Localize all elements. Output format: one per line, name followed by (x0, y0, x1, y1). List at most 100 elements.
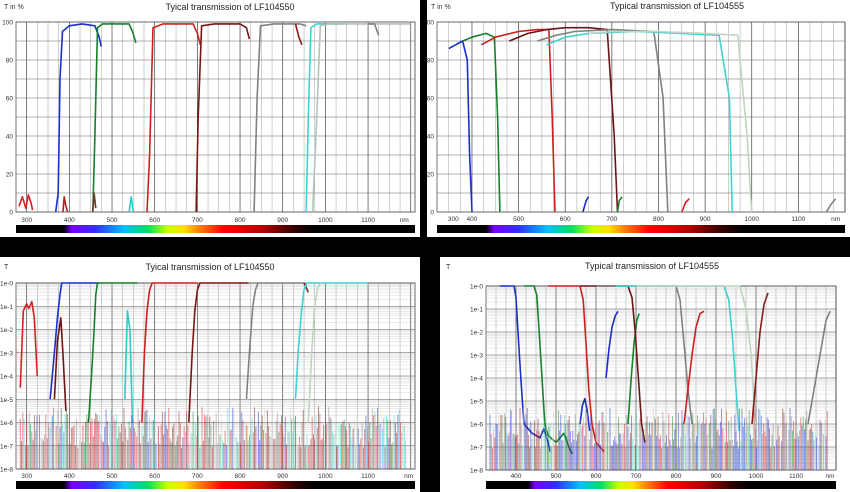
spectrum-bar (437, 225, 845, 233)
x-tick-label: 600 (149, 217, 160, 224)
series-line-10 (636, 285, 756, 425)
x-tick-label: 400 (511, 473, 522, 480)
series-line-12 (368, 23, 380, 36)
y-tick-label: 60 (6, 96, 14, 103)
y-tick-label: 80 (6, 58, 14, 65)
noise-floor (489, 407, 828, 470)
y-tick-label: 1e-1 (0, 304, 13, 311)
y-tick-label: 1e-4 (0, 374, 13, 381)
x-tick-label: 300 (21, 217, 32, 224)
series-line-1 (49, 282, 100, 400)
series-line-6 (188, 282, 249, 423)
x-tick-label: 900 (277, 217, 288, 224)
x-tick-label: 800 (235, 473, 246, 480)
y-tick-label: 100 (2, 20, 13, 27)
y-axis-label: T (4, 264, 9, 271)
y-tick-label: 20 (427, 172, 434, 179)
series-line-0 (448, 40, 473, 213)
chart-panel-top-right: Typical transmission of LF104555 T in % 0 2… (427, 0, 850, 237)
x-tick-label: 1100 (789, 473, 803, 480)
y-tick-label: 1e-0 (0, 281, 13, 288)
y-tick-label: 1e-4 (470, 376, 483, 383)
y-tick-label: 60 (427, 96, 434, 103)
chart-panel-bottom-right: Typical transmission of LF104555 T 1e-8 1e-… (440, 257, 850, 492)
y-tick-label: 20 (6, 172, 14, 179)
series-line-2 (87, 282, 138, 423)
x-tick-label: nm (404, 473, 413, 480)
series-line-10 (825, 198, 837, 213)
series-line-11 (751, 292, 769, 425)
x-tick-label: 800 (671, 473, 682, 480)
x-tick-label: 700 (631, 473, 642, 480)
x-tick-label: 900 (277, 473, 288, 480)
x-tick-label: 1100 (361, 217, 375, 224)
x-tick-label: 500 (107, 473, 118, 480)
x-tick-label: 500 (551, 473, 562, 480)
chart-lf104550-linear: Tyical transmission of LF104550 T in % 0 20… (2, 2, 416, 233)
x-tick-label: nm (831, 216, 840, 223)
spectrum-bar (16, 225, 415, 233)
series-line-3 (605, 310, 619, 379)
y-tick-label: 1e-3 (470, 353, 483, 360)
y-axis-label: T (446, 264, 451, 271)
grid (15, 282, 415, 470)
y-axis-label: T in % (431, 4, 451, 11)
y-tick-label: 0 (9, 210, 13, 217)
y-tick-label: 1e-8 (470, 468, 483, 475)
grid (15, 21, 415, 213)
y-tick-label: 1e-2 (0, 327, 13, 334)
chart-title: Typical transmission of LF104555 (585, 261, 719, 271)
y-tick-label: 1e-5 (0, 397, 13, 404)
x-tick-label: 1100 (791, 216, 805, 223)
spectrum-bar (486, 481, 836, 489)
x-tick-label: nm (400, 217, 409, 224)
y-axis-label: T in % (4, 4, 24, 11)
series-line-2 (480, 28, 556, 213)
x-tick-label: 1000 (745, 216, 760, 223)
series-line-3 (53, 317, 67, 411)
x-tick-label: 800 (653, 216, 664, 223)
y-tick-label: 40 (427, 134, 434, 141)
y-tick-label: 1e-2 (470, 330, 483, 337)
series-line-5 (627, 313, 640, 425)
series-line-4 (92, 192, 97, 213)
y-tick-label: 1e-6 (0, 420, 13, 427)
series-line-6 (588, 30, 753, 213)
y-tick-label: 1e-3 (0, 350, 13, 357)
series-line-9 (294, 23, 303, 46)
x-tick-label: 300 (21, 473, 32, 480)
y-tick-label: 80 (427, 58, 434, 65)
series-line-5 (128, 196, 135, 213)
series-line-6 (146, 23, 202, 213)
chart-panel-top-left: Tyical transmission of LF104550 T in % 0 20… (0, 0, 420, 237)
y-tick-label: 1e-0 (470, 284, 483, 291)
x-tick-label: 900 (700, 216, 711, 223)
y-tick-label: 1e-7 (470, 445, 483, 452)
series-line-0 (500, 285, 551, 452)
x-tick-label: 1000 (749, 473, 764, 480)
series-line-0 (18, 194, 34, 211)
y-tick-label: 40 (6, 134, 14, 141)
x-tick-label: 500 (107, 217, 118, 224)
spectrum-bar (16, 481, 415, 489)
y-tick-label: 1e-7 (0, 443, 13, 450)
series-line-8 (616, 196, 623, 213)
series-line-12 (807, 310, 831, 425)
y-tick-label: 1e-5 (470, 399, 483, 406)
y-tick-label: 1e-1 (470, 307, 483, 314)
series-line-9 (681, 198, 690, 213)
y-tick-label: 1e-6 (470, 422, 483, 429)
series-line-2 (579, 397, 591, 431)
series-line-3 (508, 26, 619, 213)
series-line-9 (294, 282, 369, 400)
x-tick-label: 500 (513, 216, 524, 223)
x-tick-label: 300 (448, 216, 459, 223)
y-tick-label: 100 (427, 20, 434, 27)
x-tick-label: 1000 (318, 217, 333, 224)
y-tick-label: 1e-8 (0, 467, 13, 474)
x-tick-label: 700 (192, 217, 203, 224)
series-line-5 (546, 30, 733, 213)
series-line-1 (462, 32, 501, 213)
x-tick-label: nm (825, 473, 834, 480)
noise-floor (19, 406, 407, 469)
